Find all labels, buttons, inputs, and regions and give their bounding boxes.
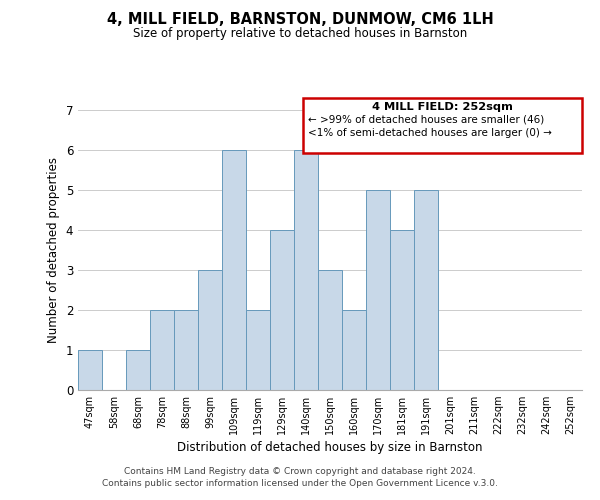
Bar <box>198 270 222 390</box>
Bar <box>246 310 270 390</box>
Bar <box>366 190 390 390</box>
Bar <box>126 350 150 390</box>
Text: 4, MILL FIELD, BARNSTON, DUNMOW, CM6 1LH: 4, MILL FIELD, BARNSTON, DUNMOW, CM6 1LH <box>107 12 493 28</box>
Bar <box>390 230 414 390</box>
Bar <box>414 190 438 390</box>
Y-axis label: Number of detached properties: Number of detached properties <box>47 157 60 343</box>
Text: Size of property relative to detached houses in Barnston: Size of property relative to detached ho… <box>133 28 467 40</box>
Text: <1% of semi-detached houses are larger (0) →: <1% of semi-detached houses are larger (… <box>308 128 551 138</box>
Bar <box>270 230 294 390</box>
Text: ← >99% of detached houses are smaller (46): ← >99% of detached houses are smaller (4… <box>308 115 544 125</box>
Text: Contains HM Land Registry data © Crown copyright and database right 2024.: Contains HM Land Registry data © Crown c… <box>124 467 476 476</box>
Bar <box>294 150 318 390</box>
Bar <box>78 350 102 390</box>
Bar <box>318 270 342 390</box>
Text: 4 MILL FIELD: 252sqm: 4 MILL FIELD: 252sqm <box>372 102 513 112</box>
Text: Contains public sector information licensed under the Open Government Licence v.: Contains public sector information licen… <box>102 478 498 488</box>
Bar <box>150 310 174 390</box>
X-axis label: Distribution of detached houses by size in Barnston: Distribution of detached houses by size … <box>177 442 483 454</box>
Bar <box>342 310 366 390</box>
Bar <box>222 150 246 390</box>
Bar <box>174 310 198 390</box>
